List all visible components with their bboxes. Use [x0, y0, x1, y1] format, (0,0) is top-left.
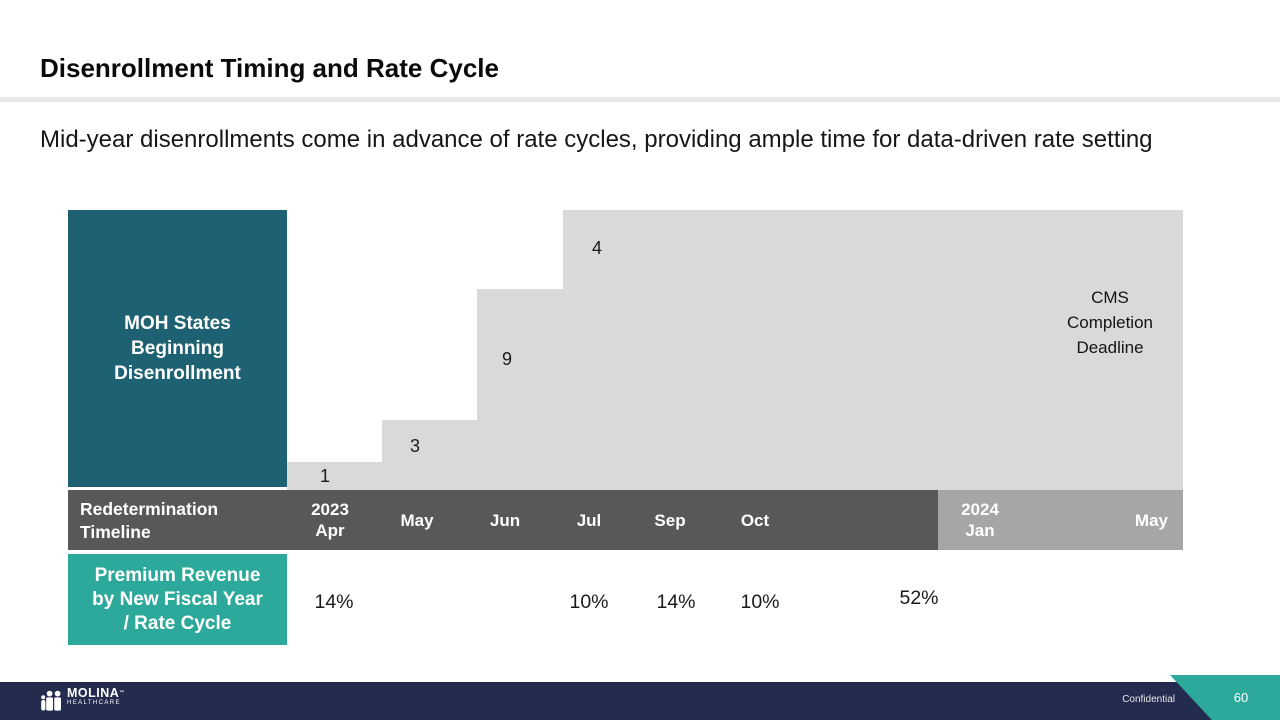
moh-box-line: MOH States [124, 313, 231, 334]
year-label: 2024 [961, 500, 999, 519]
molina-healthcare-logo: MOLINA™ HEALTHCARE [40, 687, 125, 714]
premium-revenue-label-box: Premium Revenue by New Fiscal Year / Rat… [68, 554, 287, 645]
trademark-symbol: ™ [119, 690, 125, 696]
title-divider [0, 97, 1280, 102]
redetermination-timeline-label: Redetermination Timeline [80, 498, 218, 544]
month-label-jul: Jul [576, 511, 602, 530]
step-value-jul: 4 [591, 238, 603, 258]
moh-box-line: Disenrollment [114, 363, 241, 384]
cms-note-line: CMS [1091, 288, 1129, 307]
confidential-label: Confidential [1122, 694, 1175, 705]
page-number: 60 [1233, 690, 1249, 705]
timeline-bar-2024 [938, 490, 1183, 550]
step-value-apr: 1 [319, 466, 331, 486]
month-label-2024-jan: 2024 Jan [961, 499, 999, 541]
slide-subtitle: Mid-year disenrollments come in advance … [40, 126, 1153, 153]
month-label-jun: Jun [489, 511, 521, 530]
premium-box-line: / Rate Cycle [123, 612, 232, 634]
month-label-may: May [400, 511, 434, 530]
premium-value-sep: 14% [656, 591, 696, 613]
premium-box-line: Premium Revenue [94, 564, 261, 586]
cms-note-line: Deadline [1076, 338, 1144, 357]
logo-molina-text: MOLINA [67, 686, 120, 700]
premium-value-jan-2024: 52% [899, 587, 939, 609]
step-value-may: 3 [409, 436, 421, 456]
molina-people-icon [41, 690, 61, 711]
timeline-bar-2023 [68, 490, 938, 550]
cms-completion-deadline-annotation: CMS Completion Deadline [1067, 285, 1153, 360]
chart-step-jul [563, 210, 1183, 490]
timeline-label-line: Redetermination [80, 499, 219, 519]
logo-secondary-text: HEALTHCARE [67, 700, 121, 706]
logo-primary-text: MOLINA™ [67, 687, 125, 700]
moh-states-label-box: MOH States Beginning Disenrollment [68, 210, 287, 487]
logo-text: MOLINA™ HEALTHCARE [67, 687, 125, 707]
premium-box-line: by New Fiscal Year [92, 588, 263, 610]
premium-value-apr: 14% [314, 591, 354, 613]
month-label-oct: Oct [740, 511, 770, 530]
step-value-jun: 9 [501, 349, 513, 369]
month-label-sep: Sep [654, 511, 686, 530]
premium-value-oct: 10% [740, 591, 780, 613]
timeline-label-line: Timeline [80, 522, 151, 542]
footer-bar [0, 682, 1280, 720]
month-label-may-2024: May [1134, 511, 1168, 530]
moh-box-line: Beginning [131, 338, 224, 359]
page-title: Disenrollment Timing and Rate Cycle [40, 53, 499, 83]
month-label-2023-apr: 2023 Apr [311, 499, 349, 541]
year-label: 2023 [311, 500, 349, 519]
month-label: Jan [965, 521, 995, 540]
cms-note-line: Completion [1067, 313, 1153, 332]
premium-value-jul: 10% [569, 591, 609, 613]
month-label: Apr [315, 521, 345, 540]
